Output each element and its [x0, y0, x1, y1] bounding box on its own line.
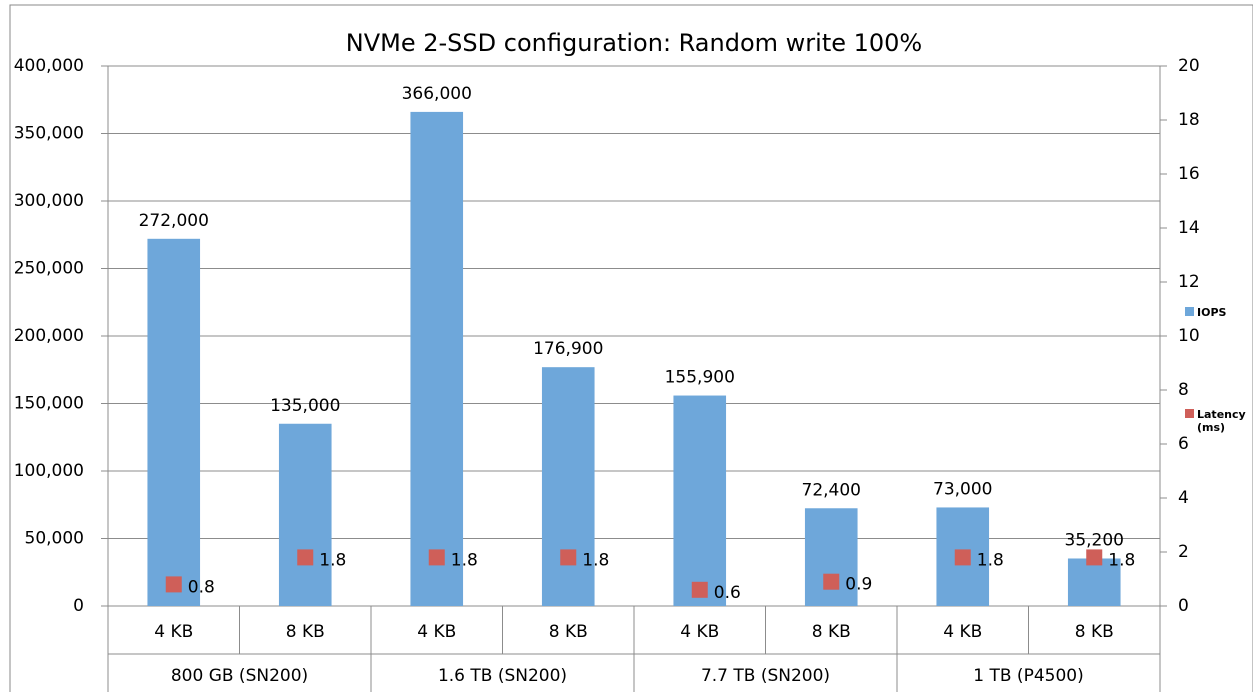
marker-value-label: 1.8 [977, 550, 1004, 570]
bar-value-label: 135,000 [270, 396, 340, 416]
x-tick-label: 8 KB [812, 622, 851, 642]
x-tick-label: 4 KB [154, 622, 193, 642]
bar-value-label: 155,900 [665, 368, 735, 388]
y-tick-label: 350,000 [14, 124, 84, 144]
marker-value-label: 1.8 [582, 550, 609, 570]
x-tick-label: 8 KB [1075, 622, 1114, 642]
marker [1086, 549, 1103, 566]
chart-title: NVMe 2-SSD configuration: Random write 1… [346, 29, 922, 57]
bar [804, 508, 858, 606]
chart-border [9, 4, 1253, 692]
legend-label: IOPS [1197, 306, 1227, 319]
bar-value-label: 176,900 [533, 339, 603, 359]
y2-tick-label: 8 [1178, 380, 1189, 400]
x-tick-label: 8 KB [286, 622, 325, 642]
bar-value-label: 366,000 [402, 84, 472, 104]
marker-value-label: 0.9 [845, 575, 872, 595]
x-tick-label: 8 KB [549, 622, 588, 642]
bar-value-label: 272,000 [139, 211, 209, 231]
bar-value-label: 35,200 [1065, 530, 1124, 550]
group-label: 7.7 TB (SN200) [701, 666, 830, 686]
bar-value-label: 72,400 [802, 480, 861, 500]
marker-value-label: 0.8 [188, 577, 215, 597]
y-tick-label: 400,000 [14, 56, 84, 76]
y2-tick-label: 10 [1178, 326, 1200, 346]
legend-swatch [1185, 307, 1194, 316]
marker [165, 576, 182, 593]
legend-swatch [1185, 409, 1194, 418]
marker-value-label: 1.8 [319, 550, 346, 570]
marker [823, 573, 840, 590]
group-label: 800 GB (SN200) [171, 666, 308, 686]
marker-value-label: 1.8 [451, 550, 478, 570]
bar [410, 111, 464, 607]
y-tick-label: 250,000 [14, 259, 84, 279]
marker [428, 549, 445, 566]
group-label: 1.6 TB (SN200) [438, 666, 567, 686]
bar [147, 238, 201, 607]
y2-tick-label: 0 [1178, 596, 1189, 616]
y-tick-label: 200,000 [14, 326, 84, 346]
bar [278, 423, 332, 606]
bar-value-label: 73,000 [933, 479, 992, 499]
y2-tick-label: 20 [1178, 56, 1200, 76]
bar [673, 395, 727, 606]
legend-label: Latency (ms) [1197, 408, 1246, 434]
y2-tick-label: 18 [1178, 110, 1200, 130]
marker [954, 549, 971, 566]
y-tick-label: 150,000 [14, 394, 84, 414]
marker [691, 581, 708, 598]
marker [560, 549, 577, 566]
bar [1067, 558, 1121, 606]
y-tick-label: 0 [73, 596, 84, 616]
group-label: 1 TB (P4500) [973, 666, 1083, 686]
y-tick-label: 100,000 [14, 461, 84, 481]
y2-tick-label: 2 [1178, 542, 1189, 562]
y2-tick-label: 4 [1178, 488, 1189, 508]
y2-tick-label: 16 [1178, 164, 1200, 184]
x-tick-label: 4 KB [943, 622, 982, 642]
marker-value-label: 1.8 [1108, 550, 1135, 570]
y2-tick-label: 14 [1178, 218, 1200, 238]
y-tick-label: 50,000 [25, 529, 84, 549]
marker [297, 549, 314, 566]
bar [541, 367, 595, 606]
x-tick-label: 4 KB [417, 622, 456, 642]
x-tick-label: 4 KB [680, 622, 719, 642]
y-tick-label: 300,000 [14, 191, 84, 211]
y2-tick-label: 12 [1178, 272, 1200, 292]
marker-value-label: 0.6 [714, 583, 741, 603]
y2-tick-label: 6 [1178, 434, 1189, 454]
